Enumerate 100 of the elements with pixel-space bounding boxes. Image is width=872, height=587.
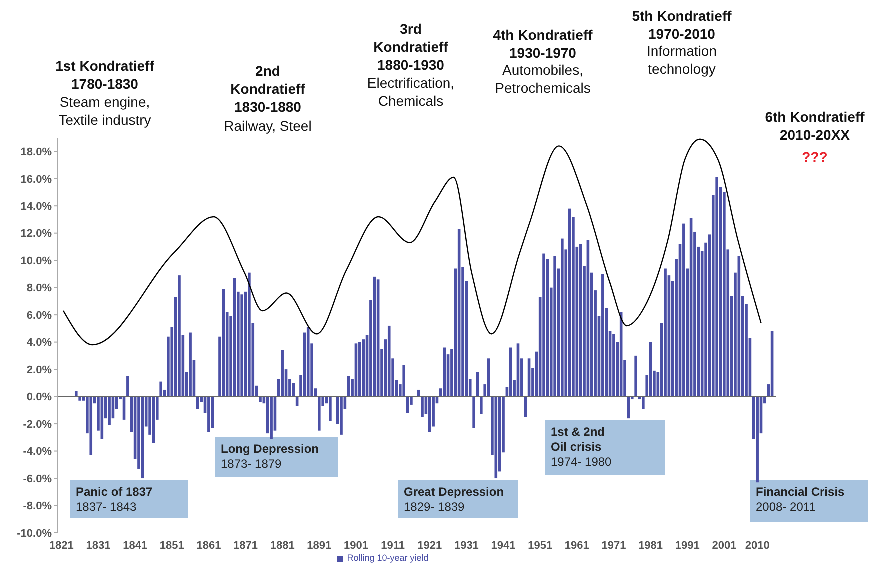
bar: [362, 340, 365, 397]
bar: [494, 396, 498, 479]
x-tick-label: 2010: [745, 540, 770, 552]
annotation: Financial Crisis: [756, 485, 846, 500]
bar: [329, 396, 332, 422]
bar: [716, 178, 718, 397]
bar: [664, 268, 667, 397]
text: ???: [801, 148, 829, 166]
y-tick-label: -10.0%: [17, 528, 52, 540]
y-tick-label: 16.0%: [20, 174, 52, 186]
x-tick-label: 1861: [196, 540, 222, 552]
text: 3rd Kondratieff 1880-1930: [372, 20, 450, 74]
bar: [270, 396, 273, 440]
annotation: 1st & 2nd Oil crisis: [551, 425, 606, 455]
bar: [642, 396, 645, 410]
bar: [388, 326, 391, 397]
x-tick-label: 1921: [418, 540, 442, 552]
bar: [402, 365, 406, 397]
bar: [90, 396, 93, 456]
bar: [248, 272, 251, 397]
bar: [634, 356, 638, 397]
x-tick-label: 1821: [49, 540, 74, 552]
text: Electrification, Chemicals: [366, 74, 456, 110]
y-tick-label: 10.0%: [20, 255, 52, 268]
annotation: Great Depression: [404, 485, 506, 500]
bar: [240, 294, 244, 397]
bar: [554, 256, 556, 397]
y-tick-label: -6.0%: [23, 473, 52, 486]
note-box: Financial Crisis 2008- 2011: [750, 480, 868, 522]
x-tick-label: 1901: [344, 540, 368, 552]
bar: [108, 396, 111, 426]
x-tick-label: 1991: [675, 540, 700, 552]
x-tick-label: 1961: [564, 540, 590, 552]
bar: [480, 396, 483, 414]
note-box: 1st & 2nd Oil crisis 1974- 1980: [545, 420, 665, 475]
y-tick-label: 2.0%: [26, 364, 52, 376]
text: Steam engine, Textile industry: [58, 93, 152, 129]
bar: [281, 350, 284, 397]
x-tick-label: 1881: [270, 540, 295, 552]
bar: [347, 376, 350, 397]
y-tick-label: 8.0%: [26, 282, 52, 295]
y-tick-label: 12.0%: [20, 228, 52, 240]
bar: [602, 274, 604, 397]
bar: [196, 396, 200, 410]
annotation: 1873- 1879: [221, 457, 283, 472]
bar: [318, 396, 321, 431]
note-box: Long Depression 1873- 1879: [215, 437, 338, 477]
bar: [756, 396, 759, 483]
note-box: Panic of 1837 1837- 1843: [70, 480, 188, 518]
bar: [160, 382, 162, 397]
x-tick-label: 1841: [123, 540, 148, 552]
bar: [561, 238, 564, 397]
bar: [472, 396, 476, 428]
text: 5th Kondratieff 1970-2010: [631, 7, 733, 43]
text: 1st Kondratieff 1780-1830: [54, 57, 156, 93]
x-tick-label: 1971: [602, 540, 626, 552]
annotation: Panic of 1837: [76, 485, 154, 500]
bar: [509, 348, 512, 397]
bar: [428, 396, 432, 432]
note-box: Great Depression 1829- 1839: [398, 480, 518, 518]
bar: [612, 334, 616, 397]
y-tick-label: 6.0%: [26, 310, 52, 322]
bar: [74, 391, 78, 397]
y-tick-label: 4.0%: [26, 337, 52, 350]
bar: [340, 396, 343, 435]
bar: [211, 396, 214, 428]
text: Information technology: [646, 42, 718, 78]
bar: [373, 276, 376, 397]
x-tick-label: 1831: [86, 540, 111, 552]
y-tick-label: 0.0%: [26, 392, 52, 404]
text: 4th Kondratieff 1930-1970: [492, 26, 594, 62]
annotation: 1974- 1980: [551, 455, 613, 470]
bar: [189, 332, 192, 397]
x-tick-label: 1931: [454, 540, 479, 552]
bar: [358, 342, 362, 397]
y-tick-label: -8.0%: [23, 500, 52, 513]
annotation: Long Depression: [221, 442, 320, 457]
bar: [542, 254, 546, 397]
x-tick-label: 1911: [381, 540, 406, 552]
x-tick-label: 1981: [638, 540, 664, 552]
bar: [421, 396, 424, 418]
x-tick-label: 1891: [307, 540, 332, 552]
annotation: 1829- 1839: [404, 500, 466, 515]
bar: [208, 396, 210, 432]
annotation: 2008- 2011: [756, 500, 817, 515]
line-series: [62, 138, 762, 346]
bar: [292, 383, 296, 397]
x-tick-label: 1951: [528, 540, 553, 552]
text: 2nd Kondratieff 1830-1880: [230, 62, 306, 116]
bar: [682, 224, 686, 397]
annotation: 6th Kondratieff 2010-20XX: [764, 108, 866, 144]
annotation: 1837- 1843: [76, 500, 138, 515]
bar: [443, 348, 446, 397]
legend-label: Rolling 10-year yield: [347, 553, 429, 563]
x-tick-label: 1941: [491, 540, 516, 552]
y-tick-label: -2.0%: [23, 418, 52, 431]
x-tick-label: 2001: [712, 540, 737, 552]
bar: [306, 327, 310, 397]
y-tick-label: 18.0%: [20, 146, 52, 159]
x-tick-label: 1871: [234, 540, 258, 552]
